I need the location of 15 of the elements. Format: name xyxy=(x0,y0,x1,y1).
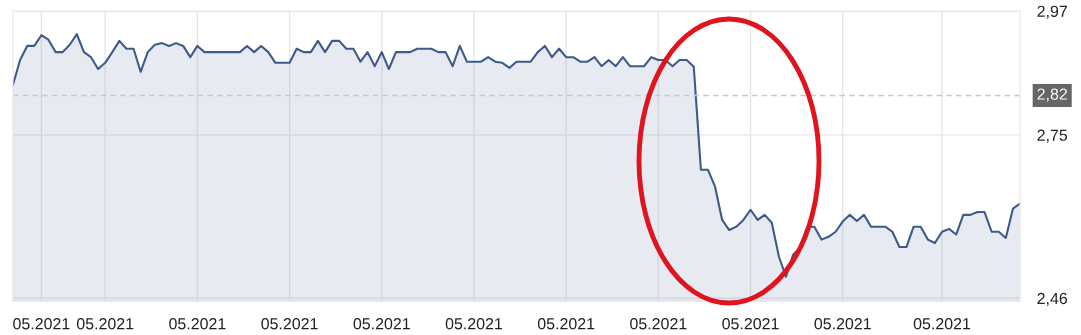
ref-line-label: 2,82 xyxy=(1037,88,1067,102)
x-tick-label: 05.2021 xyxy=(630,318,687,330)
x-tick-label: 05.2021 xyxy=(353,318,410,330)
x-tick-label: 05.2021 xyxy=(537,318,595,330)
x-tick-label: 05.2021 xyxy=(169,318,226,330)
y-tick-label: 2,75 xyxy=(1037,129,1068,143)
x-tick-label: 05.2021 xyxy=(722,318,779,330)
x-tick-label: 05.2021 xyxy=(76,318,134,330)
x-tick-label: 05.2021 xyxy=(13,318,70,330)
x-tick-label: 05.2021 xyxy=(814,318,871,330)
x-tick-label: 05.2021 xyxy=(261,318,318,330)
y-tick-label: 2,97 xyxy=(1037,5,1067,19)
x-tick-label: 05.2021 xyxy=(445,318,503,330)
y-tick-label: 2,46 xyxy=(1037,292,1068,307)
x-tick-label: 05.2021 xyxy=(913,318,971,330)
